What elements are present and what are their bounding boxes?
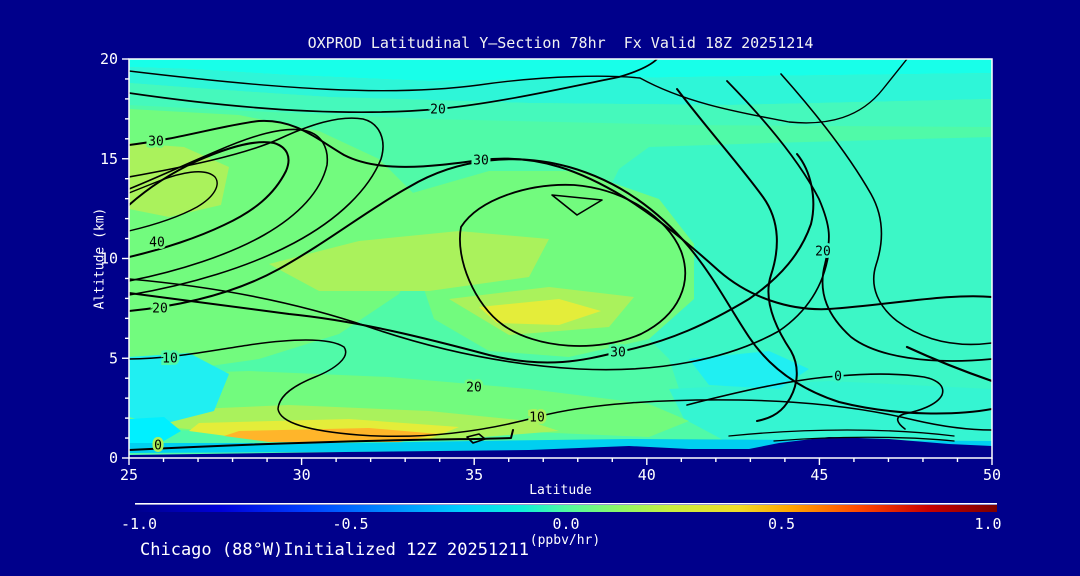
contour-line — [129, 429, 514, 451]
fill-band — [269, 231, 549, 291]
fill-band — [345, 437, 992, 458]
contour-line — [676, 88, 798, 422]
y-tick-label: 15 — [100, 150, 118, 168]
contour-label: 30 — [473, 154, 489, 169]
contour-line — [551, 194, 603, 216]
colorbar-tick-label: -1.0 — [121, 515, 157, 533]
fill-band — [129, 439, 992, 453]
plot-title: OXPROD Latitudinal Y—Section 78hr Fx Val… — [307, 34, 814, 52]
contour-line — [905, 345, 992, 383]
contour-label: 10 — [529, 411, 545, 426]
contour-line — [129, 128, 329, 282]
fill-band — [129, 67, 992, 105]
fill-band — [224, 428, 439, 442]
contour-line — [129, 119, 992, 311]
contour-line — [129, 250, 830, 371]
x-tick-label: 50 — [983, 466, 1001, 484]
colorbar-tick-label: 1.0 — [974, 515, 1001, 533]
y-axis-title: Altitude (km) — [92, 207, 108, 310]
contour-label: 20 — [466, 381, 482, 396]
contour-line — [466, 433, 486, 444]
contour-label: 30 — [148, 135, 164, 150]
colorbar-tick-label: 0.5 — [768, 515, 795, 533]
y-tick-label: 5 — [109, 349, 118, 367]
contour-label: 10 — [162, 352, 178, 367]
y-tick-label: 0 — [109, 449, 118, 467]
fill-band — [479, 299, 601, 325]
axis-ticks — [122, 58, 993, 465]
contour-label: 0 — [154, 439, 162, 454]
colorbar-units: (ppbv/hr) — [529, 533, 601, 548]
contour-line — [129, 59, 658, 113]
contour-line — [780, 73, 992, 346]
contour-line — [129, 153, 815, 364]
colorbar — [135, 505, 997, 512]
contour-line — [129, 339, 992, 438]
x-tick-label: 35 — [465, 466, 483, 484]
contour-line — [459, 183, 686, 347]
contour-label: 30 — [610, 346, 626, 361]
plot-area: 20 30 30 40 20 10 0 30 20 10 0 20 — [129, 59, 992, 458]
colorbar-tick-label: -0.5 — [332, 515, 368, 533]
contour-label: 40 — [149, 236, 165, 251]
fill-band — [129, 59, 992, 81]
init-info-text: Chicago (88°W)Initialized 12Z 20251211 — [140, 540, 529, 560]
x-tick-label: 30 — [293, 466, 311, 484]
y-tick-label: 10 — [100, 250, 118, 268]
fill-band — [129, 452, 345, 458]
contour-label: 20 — [152, 302, 168, 317]
contour-line — [129, 117, 384, 296]
contour-label: 0 — [834, 370, 842, 385]
x-tick-label: 40 — [638, 466, 656, 484]
x-tick-label: 25 — [120, 466, 138, 484]
fill-band — [129, 353, 229, 425]
contour-label: 20 — [430, 103, 446, 118]
contour-label: 20 — [815, 245, 831, 260]
contour-line — [773, 436, 955, 442]
fill-band — [129, 417, 181, 445]
fill-band — [669, 381, 992, 443]
x-axis-title: Latitude — [529, 483, 592, 498]
x-tick-label: 45 — [810, 466, 828, 484]
contour-line — [129, 171, 218, 232]
colorbar-axis-line — [135, 503, 997, 505]
fill-band — [129, 83, 992, 127]
contour-line — [129, 158, 992, 415]
colorbar-tick-label: 0.0 — [552, 515, 579, 533]
contour-line — [686, 373, 944, 430]
contour-line — [726, 80, 992, 362]
contour-line — [728, 429, 955, 437]
fill-band — [689, 351, 809, 389]
y-tick-label: 20 — [100, 50, 118, 68]
